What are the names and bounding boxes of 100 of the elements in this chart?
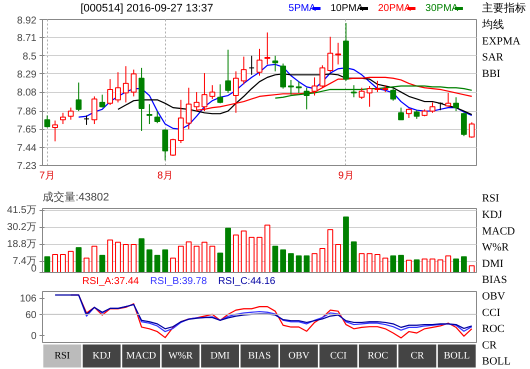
y-tick-label: 18.8万 bbox=[7, 239, 37, 250]
candlestick bbox=[52, 120, 58, 142]
text: KDJ bbox=[92, 350, 111, 362]
candlestick bbox=[60, 112, 66, 125]
text: RSI bbox=[482, 192, 500, 205]
text: BIAS bbox=[482, 274, 508, 286]
candlestick bbox=[186, 87, 192, 130]
bar bbox=[453, 258, 459, 272]
candlestick bbox=[91, 96, 98, 125]
series-label: RSI_A:37.44 bbox=[82, 276, 140, 287]
text: BBI bbox=[482, 68, 501, 80]
legend-label: 30PMA bbox=[425, 3, 459, 14]
bar bbox=[178, 246, 184, 272]
bar bbox=[130, 244, 137, 272]
candlestick bbox=[154, 110, 160, 124]
bar bbox=[115, 242, 121, 272]
bar bbox=[296, 255, 302, 272]
bar bbox=[194, 246, 200, 272]
candlestick bbox=[468, 122, 475, 138]
bar bbox=[68, 250, 74, 272]
bar bbox=[406, 260, 412, 272]
text: MACD bbox=[482, 225, 516, 238]
y-tick-label: 0 bbox=[30, 330, 37, 342]
text: BOLL bbox=[482, 356, 511, 368]
text: CCI bbox=[482, 306, 501, 319]
text: BIAS bbox=[248, 350, 271, 362]
bar bbox=[186, 241, 192, 272]
y-tick-label: 8.5 bbox=[22, 51, 37, 62]
bar bbox=[343, 216, 349, 272]
y-tick-label: 8.29 bbox=[17, 69, 37, 80]
candlestick bbox=[44, 114, 50, 128]
candlestick bbox=[146, 104, 152, 125]
y-tick-label: 106 bbox=[20, 294, 37, 305]
candlestick bbox=[122, 66, 129, 103]
text: DMI bbox=[482, 258, 504, 270]
candlestick bbox=[130, 69, 137, 97]
bar bbox=[374, 254, 380, 272]
bar bbox=[248, 236, 255, 272]
bar bbox=[217, 252, 224, 272]
bar bbox=[422, 258, 428, 272]
text: BOLL bbox=[444, 350, 470, 362]
text: OBV bbox=[288, 350, 310, 362]
legend-label: 10PMA bbox=[330, 3, 364, 14]
text: KDJ bbox=[482, 208, 503, 221]
text: 均线 bbox=[481, 18, 504, 31]
candlestick bbox=[170, 138, 176, 156]
candlestick bbox=[115, 72, 121, 103]
y-tick-label: 7.44 bbox=[17, 142, 37, 154]
bar bbox=[202, 242, 208, 272]
candlestick bbox=[209, 84, 216, 100]
candlestick bbox=[248, 55, 255, 76]
bar bbox=[91, 246, 98, 272]
candlestick bbox=[272, 55, 278, 72]
bar bbox=[414, 259, 420, 272]
bar bbox=[240, 230, 247, 272]
bar bbox=[232, 234, 239, 272]
text: EXPMA bbox=[482, 35, 521, 48]
x-tick-label: 8月 bbox=[157, 170, 173, 182]
y-tick-label: 8.71 bbox=[17, 33, 37, 44]
bar bbox=[154, 254, 160, 272]
bar bbox=[327, 229, 334, 272]
text: ROC bbox=[482, 323, 505, 336]
bar bbox=[170, 258, 176, 272]
y-tick-label: 7.86 bbox=[17, 106, 37, 118]
candlestick bbox=[178, 99, 184, 144]
candlestick bbox=[358, 87, 365, 100]
candlestick bbox=[68, 107, 74, 120]
candlestick bbox=[335, 42, 342, 65]
bar bbox=[272, 246, 278, 272]
bar bbox=[390, 255, 396, 272]
candlestick bbox=[240, 56, 247, 85]
bar bbox=[84, 258, 90, 272]
bar bbox=[382, 258, 388, 272]
y-tick-label: 7.65 bbox=[17, 124, 37, 136]
bar bbox=[122, 244, 129, 272]
bar bbox=[44, 256, 50, 272]
candlestick bbox=[406, 108, 412, 118]
bar bbox=[335, 244, 342, 272]
y-tick-label: 8.92 bbox=[17, 16, 37, 26]
bar bbox=[350, 241, 357, 272]
candlestick bbox=[256, 48, 262, 76]
y-tick-label: 7.23 bbox=[17, 161, 37, 172]
bar bbox=[138, 238, 145, 272]
candlestick bbox=[264, 32, 270, 65]
candlestick bbox=[327, 36, 334, 73]
bar bbox=[209, 246, 216, 272]
text: CR bbox=[410, 350, 424, 362]
bar bbox=[52, 254, 58, 272]
bar bbox=[460, 256, 467, 272]
text: RSI bbox=[54, 350, 70, 362]
bar bbox=[445, 255, 452, 272]
chart-title: [000514] 2016-09-27 13:37 bbox=[80, 2, 214, 14]
candlestick bbox=[430, 102, 436, 114]
text: W%R bbox=[482, 242, 510, 254]
text: RSI_B:39.78 bbox=[150, 276, 208, 287]
text: MACD bbox=[126, 350, 156, 362]
candlestick bbox=[280, 63, 286, 90]
bar bbox=[60, 254, 66, 272]
x-tick-label: 9月 bbox=[338, 170, 354, 182]
text: DMI bbox=[210, 350, 230, 362]
